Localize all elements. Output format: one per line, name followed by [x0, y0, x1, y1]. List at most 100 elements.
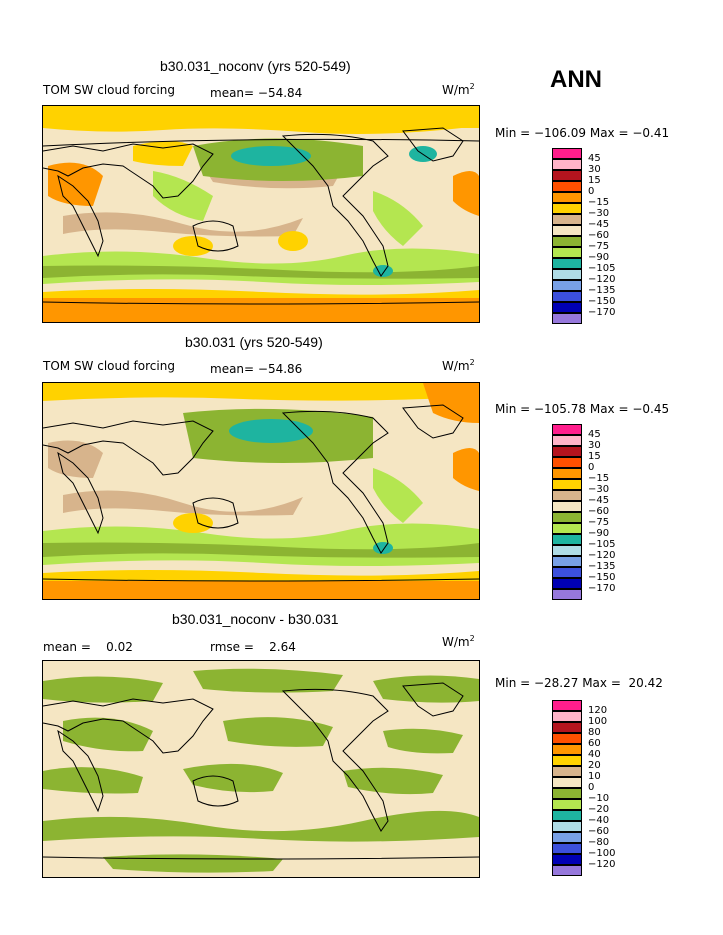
- colorbar-swatch: [552, 236, 582, 247]
- colorbar-tick: −90: [588, 252, 610, 263]
- panel-3-colorbar: [552, 700, 582, 876]
- colorbar-swatch: [552, 159, 582, 170]
- colorbar-tick: −75: [588, 241, 610, 252]
- colorbar-swatch: [552, 435, 582, 446]
- colorbar-swatch: [552, 225, 582, 236]
- colorbar-swatch: [552, 744, 582, 755]
- colorbar-tick: −20: [588, 804, 610, 815]
- colorbar-swatch: [552, 733, 582, 744]
- colorbar-swatch: [552, 424, 582, 435]
- colorbar-tick: 100: [588, 716, 608, 727]
- colorbar-tick: −30: [588, 484, 610, 495]
- colorbar-swatch: [552, 302, 582, 313]
- colorbar-swatch: [552, 545, 582, 556]
- panel-3-map: [42, 660, 480, 878]
- panel-3-minmax: Min = −28.27 Max = 20.42: [495, 676, 663, 690]
- colorbar-tick: −170: [588, 583, 616, 594]
- colorbar-swatch: [552, 534, 582, 545]
- colorbar-tick: −100: [588, 848, 616, 859]
- colorbar-swatch: [552, 711, 582, 722]
- colorbar-swatch: [552, 446, 582, 457]
- colorbar-tick: 30: [588, 440, 601, 451]
- colorbar-tick: 0: [588, 782, 595, 793]
- panel-1-colorbar: [552, 148, 582, 324]
- colorbar-swatch: [552, 457, 582, 468]
- colorbar-swatch: [552, 556, 582, 567]
- colorbar-tick: −10: [588, 793, 610, 804]
- colorbar-tick: −120: [588, 274, 616, 285]
- colorbar-tick: −60: [588, 230, 610, 241]
- panel-3-title: b30.031_noconv - b30.031: [172, 611, 339, 627]
- colorbar-tick: 15: [588, 451, 601, 462]
- colorbar-swatch: [552, 181, 582, 192]
- colorbar-swatch: [552, 214, 582, 225]
- season-label: ANN: [550, 66, 602, 93]
- colorbar-swatch: [552, 247, 582, 258]
- colorbar-swatch: [552, 170, 582, 181]
- colorbar-tick: −60: [588, 826, 610, 837]
- colorbar-tick: −135: [588, 561, 616, 572]
- panel-2-left-label: TOM SW cloud forcing: [43, 359, 175, 373]
- colorbar-tick: 120: [588, 705, 608, 716]
- colorbar-swatch: [552, 821, 582, 832]
- colorbar-swatch: [552, 799, 582, 810]
- colorbar-swatch: [552, 148, 582, 159]
- colorbar-tick: 20: [588, 760, 601, 771]
- colorbar-swatch: [552, 203, 582, 214]
- panel-2-colorbar: [552, 424, 582, 600]
- colorbar-swatch: [552, 479, 582, 490]
- colorbar-swatch: [552, 854, 582, 865]
- colorbar-tick: 10: [588, 771, 601, 782]
- panel-1-units: W/m2: [442, 82, 475, 97]
- panel-2-title: b30.031 (yrs 520-549): [185, 334, 323, 350]
- colorbar-tick: 40: [588, 749, 601, 760]
- colorbar-swatch: [552, 291, 582, 302]
- colorbar-tick: −105: [588, 539, 616, 550]
- colorbar-swatch: [552, 567, 582, 578]
- colorbar-swatch: [552, 280, 582, 291]
- colorbar-tick: −60: [588, 506, 610, 517]
- colorbar-swatch: [552, 468, 582, 479]
- colorbar-tick: −45: [588, 495, 610, 506]
- colorbar-tick: −45: [588, 219, 610, 230]
- colorbar-swatch: [552, 810, 582, 821]
- colorbar-tick: −120: [588, 859, 616, 870]
- colorbar-swatch: [552, 523, 582, 534]
- colorbar-tick: −105: [588, 263, 616, 274]
- colorbar-swatch: [552, 501, 582, 512]
- colorbar-swatch: [552, 788, 582, 799]
- colorbar-tick: 80: [588, 727, 601, 738]
- colorbar-tick: 0: [588, 462, 595, 473]
- colorbar-swatch: [552, 843, 582, 854]
- panel-3-units: W/m2: [442, 634, 475, 649]
- colorbar-tick: 30: [588, 164, 601, 175]
- colorbar-tick: −75: [588, 517, 610, 528]
- colorbar-swatch: [552, 192, 582, 203]
- colorbar-tick: −90: [588, 528, 610, 539]
- colorbar-tick: −170: [588, 307, 616, 318]
- colorbar-tick: −120: [588, 550, 616, 561]
- colorbar-tick: −150: [588, 296, 616, 307]
- colorbar-tick: −30: [588, 208, 610, 219]
- colorbar-swatch: [552, 722, 582, 733]
- colorbar-swatch: [552, 490, 582, 501]
- panel-1-title: b30.031_noconv (yrs 520-549): [160, 58, 351, 74]
- colorbar-tick: −15: [588, 197, 610, 208]
- colorbar-tick: −80: [588, 837, 610, 848]
- panel-1-map: [42, 105, 480, 323]
- panel-2-minmax: Min = −105.78 Max = −0.45: [495, 402, 670, 416]
- colorbar-swatch: [552, 578, 582, 589]
- colorbar-swatch: [552, 755, 582, 766]
- panel-2-mean-label: mean= −54.86: [210, 362, 303, 376]
- colorbar-swatch: [552, 269, 582, 280]
- colorbar-tick: −135: [588, 285, 616, 296]
- panel-1-minmax: Min = −106.09 Max = −0.41: [495, 126, 670, 140]
- colorbar-swatch: [552, 832, 582, 843]
- colorbar-swatch: [552, 258, 582, 269]
- colorbar-swatch: [552, 589, 582, 600]
- panel-2-map: [42, 382, 480, 600]
- colorbar-tick: 45: [588, 153, 601, 164]
- panel-2-units: W/m2: [442, 358, 475, 373]
- colorbar-swatch: [552, 313, 582, 324]
- colorbar-swatch: [552, 865, 582, 876]
